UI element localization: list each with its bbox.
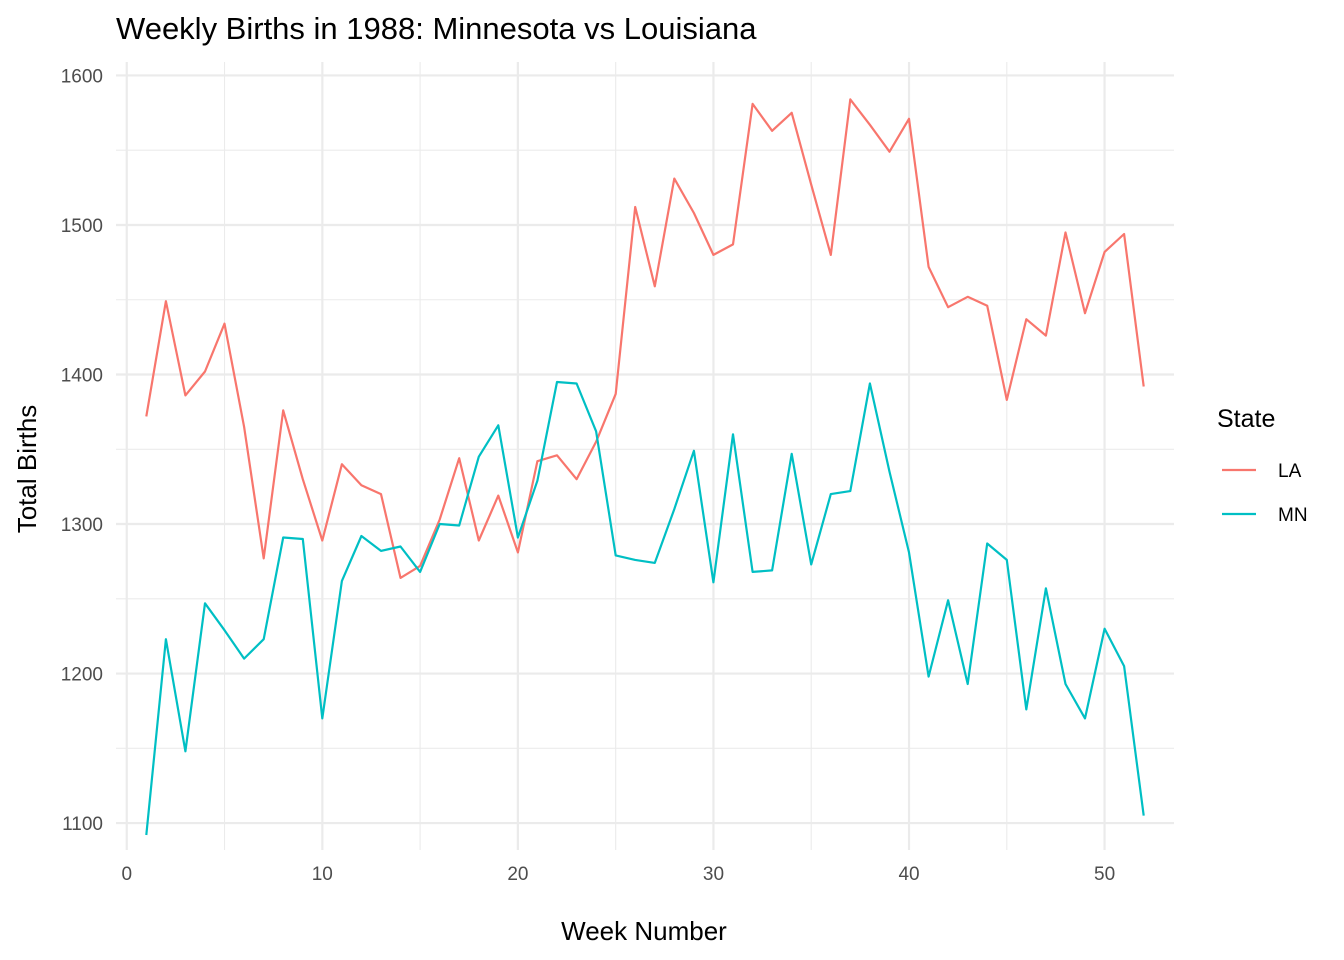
legend-title: State [1217,405,1275,433]
x-tick-label: 30 [703,864,724,885]
y-tick-label: 1100 [62,814,103,835]
y-axis-title: Total Births [12,405,42,534]
y-tick-label: 1300 [61,515,103,536]
series-line-mn [145,380,1145,836]
legend-item-mn: MN [1222,505,1308,526]
legend: State LA MN [1217,405,1308,526]
chart-title: Weekly Births in 1988: Minnesota vs Loui… [116,11,757,46]
x-tick-label: 0 [121,864,132,885]
x-tick-label: 40 [898,864,919,885]
x-tick-label: 20 [507,864,528,885]
legend-items: LA MN [1222,461,1308,526]
legend-item-la: LA [1222,461,1302,482]
series-layer [145,98,1145,836]
y-tick-label: 1400 [61,366,103,387]
minor-gridlines [116,62,1174,850]
y-tick-label: 1600 [61,66,103,87]
x-axis-tick-labels: 0 10 20 30 40 50 [121,864,1115,885]
legend-label-la: LA [1278,461,1302,482]
y-axis-tick-labels: 1100 1200 1300 1400 1500 1600 [61,66,103,835]
x-tick-label: 50 [1094,864,1115,885]
legend-label-mn: MN [1278,505,1308,526]
major-gridlines [116,62,1174,850]
y-tick-label: 1500 [61,216,103,237]
y-tick-label: 1200 [61,665,103,686]
series-line-la [145,98,1145,580]
x-tick-label: 10 [312,864,333,885]
x-axis-title: Week Number [561,916,727,946]
